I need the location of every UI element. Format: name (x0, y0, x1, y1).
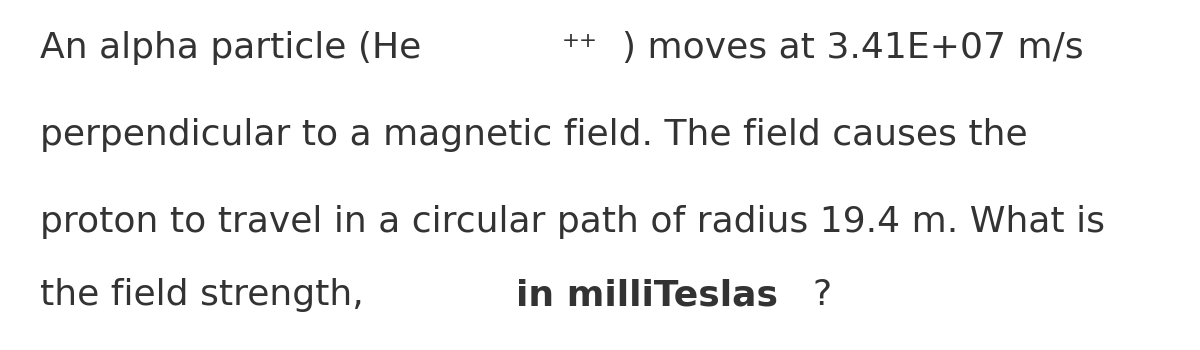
Text: in milliTeslas: in milliTeslas (516, 278, 779, 312)
Text: proton to travel in a circular path of radius 19.4 m. What is: proton to travel in a circular path of r… (40, 205, 1105, 239)
Text: perpendicular to a magnetic field. The field causes the: perpendicular to a magnetic field. The f… (40, 118, 1027, 152)
Text: ?: ? (812, 278, 832, 312)
Text: the field strength,: the field strength, (40, 278, 376, 312)
Text: ) moves at 3.41E+07 m/s: ) moves at 3.41E+07 m/s (622, 31, 1084, 65)
Text: An alpha particle (He: An alpha particle (He (40, 31, 421, 65)
Text: ++: ++ (563, 31, 599, 51)
